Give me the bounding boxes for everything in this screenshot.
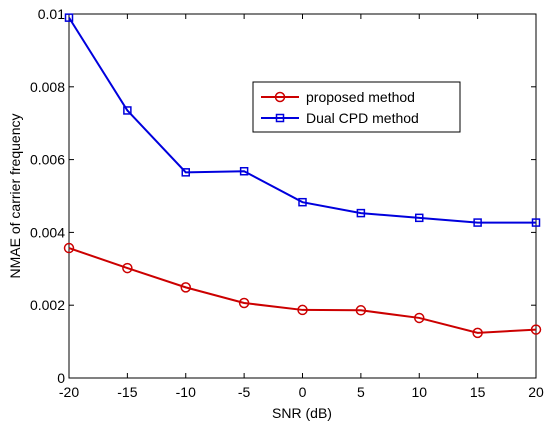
series-line-0 [68,247,537,334]
data-point [356,208,366,218]
series-layer [63,13,542,339]
data-point [122,262,133,274]
data-point [63,242,75,254]
y-tick-label: 0.002 [30,297,65,313]
plot-area [68,13,537,379]
data-point [238,297,250,309]
series-line-1 [68,17,536,224]
data-point [415,213,424,223]
data-point [180,282,191,293]
x-tick-label: -5 [238,384,251,400]
y-tick-label: 0.004 [30,224,65,240]
legend-box [252,81,461,133]
x-axis-label: SNR (dB) [272,405,332,421]
data-point [530,324,542,335]
x-tick-label: 5 [357,384,365,400]
y-tick-label: 0 [57,370,65,386]
data-point [64,13,74,22]
x-tick-label: 0 [299,384,307,400]
data-point [181,168,190,177]
tick-labels-group: -20 -15 -10 -5 0 5 10 15 20 0 0.002 0.004 0.006 0.008… [30,6,544,400]
x-tick-label: -15 [117,384,137,400]
data-point [297,304,308,316]
y-tick-label: 0.006 [30,152,65,168]
legend-label: proposed method [306,89,415,105]
x-tick-label: -10 [176,384,196,400]
legend-marker [274,91,286,103]
data-point [355,305,367,316]
data-point [473,218,482,227]
y-axis-label: NMAE of carrier frequency [7,114,23,279]
legend-items: proposed method Dual CPD method [261,89,419,126]
x-tick-label: 20 [528,384,544,400]
x-tick-label: -20 [59,384,79,400]
legend: proposed method Dual CPD method [252,81,461,133]
legend-label: Dual CPD method [306,110,419,126]
legend-marker [275,113,285,123]
y-tick-label: 0.008 [30,79,65,95]
data-point [239,166,249,176]
data-point [414,312,425,324]
x-tick-label: 10 [411,384,427,400]
y-tick-label: 0.01 [38,6,65,22]
data-point [531,218,541,227]
x-tick-label: 15 [470,384,486,400]
data-point [123,106,132,115]
data-point [472,327,483,339]
data-point [298,197,307,207]
